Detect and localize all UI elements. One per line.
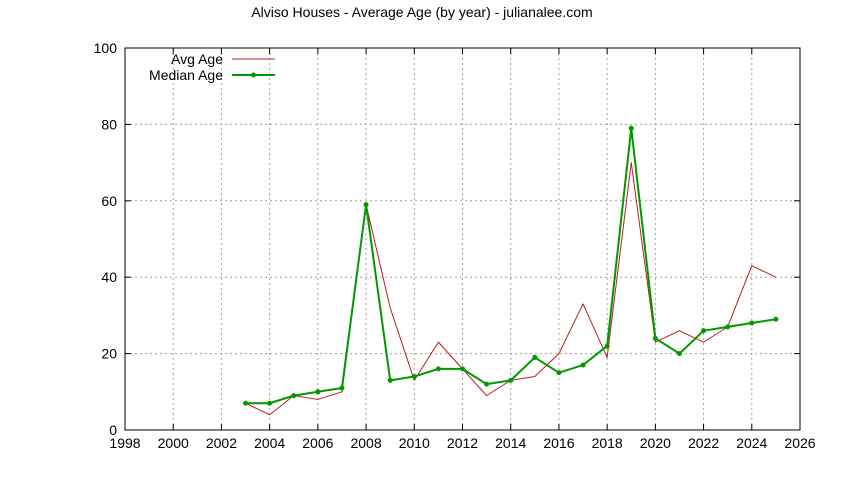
x-tick-label: 2012: [447, 435, 478, 451]
x-tick-label: 2008: [350, 435, 381, 451]
data-point-median-age: [749, 320, 755, 326]
chart-title: Alviso Houses - Average Age (by year) - …: [251, 4, 593, 20]
data-point-median-age: [701, 328, 707, 334]
data-point-median-age: [315, 389, 321, 395]
x-tick-label: 2004: [254, 435, 285, 451]
x-tick-label: 2000: [158, 435, 189, 451]
data-point-median-age: [460, 366, 465, 372]
x-tick-label: 2002: [206, 435, 237, 451]
y-tick-label: 20: [101, 346, 117, 362]
x-tick-label: 1998: [109, 435, 140, 451]
data-point-median-age: [484, 381, 490, 387]
x-tick-label: 2026: [784, 435, 815, 451]
y-tick-label: 0: [109, 422, 117, 438]
data-point-median-age: [773, 316, 779, 322]
data-point-median-age: [604, 343, 610, 349]
x-tick-label: 2018: [592, 435, 623, 451]
data-point-median-age: [363, 202, 369, 208]
x-tick-label: 2014: [495, 435, 526, 451]
legend-label-avg-age: Avg Age: [171, 51, 223, 67]
legend-marker-median-age: [251, 72, 256, 78]
data-point-median-age: [725, 324, 731, 330]
legend-label-median-age: Median Age: [149, 67, 223, 83]
tick-labels: 1998 2000 2002 2004 2006 2008 2010 2012 2014 2016…: [94, 40, 816, 451]
data-point-median-age: [628, 125, 634, 131]
grid: [125, 48, 800, 430]
data-point-median-age: [508, 377, 514, 383]
x-tick-label: 2024: [736, 435, 767, 451]
data-point-median-age: [339, 385, 345, 391]
data-point-median-age: [267, 400, 273, 406]
data-point-median-age: [387, 377, 393, 383]
data-point-median-age: [411, 374, 417, 380]
data-point-median-age: [652, 335, 658, 341]
data-point-median-age: [532, 354, 538, 360]
data-point-median-age: [291, 393, 297, 399]
y-tick-label: 60: [101, 193, 117, 209]
y-tick-label: 40: [101, 269, 117, 285]
x-tick-label: 2020: [640, 435, 671, 451]
series-layer: [243, 125, 779, 416]
x-tick-label: 2022: [688, 435, 719, 451]
x-tick-label: 2006: [302, 435, 333, 451]
data-point-median-age: [580, 362, 586, 368]
x-tick-label: 2016: [543, 435, 574, 451]
y-tick-label: 80: [101, 116, 117, 132]
axes: [124, 47, 801, 431]
data-point-median-age: [243, 400, 249, 406]
data-point-median-age: [435, 366, 441, 372]
x-tick-label: 2010: [399, 435, 430, 451]
data-point-median-age: [676, 351, 682, 357]
data-point-median-age: [556, 370, 562, 376]
y-tick-label: 100: [94, 40, 118, 56]
